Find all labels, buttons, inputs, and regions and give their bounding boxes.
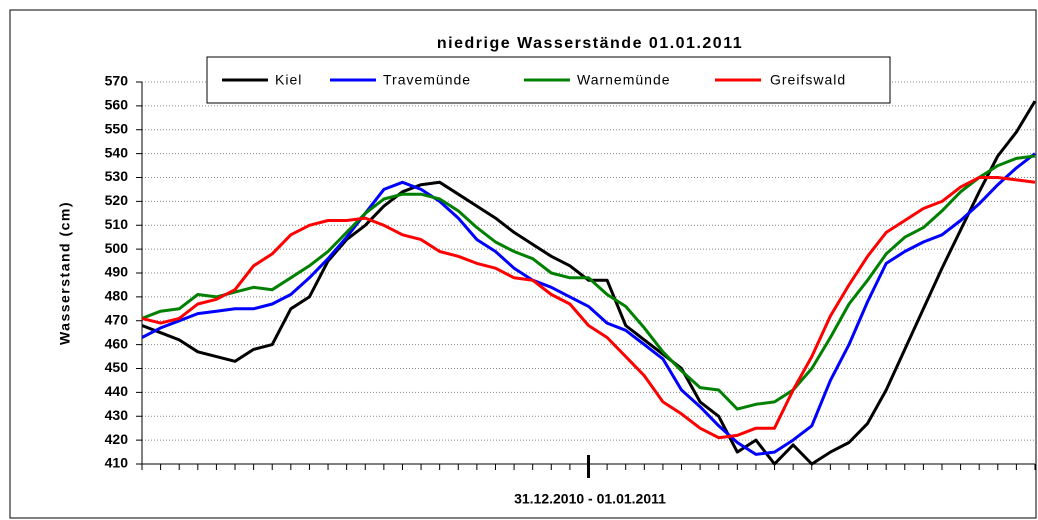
y-tick-label: 410 [105,455,129,471]
y-tick-label: 570 [105,73,129,89]
legend-label: Travemünde [383,72,471,88]
y-tick-label: 530 [105,168,129,184]
legend-label: Greifswald [770,72,846,88]
series-line [141,154,1036,411]
y-axis-label: Wasserstand (cm) [57,201,73,345]
y-tick-label: 450 [105,359,129,375]
y-tick-label: 430 [105,407,129,423]
y-tick-label: 460 [105,335,129,351]
series-line [141,152,1036,456]
y-tick-label: 510 [105,216,129,232]
series-line [141,176,1036,440]
y-tick-label: 550 [105,120,129,136]
legend-label: Warnemünde [577,72,671,88]
y-tick-label: 500 [105,240,129,256]
y-tick-label: 520 [105,192,129,208]
legend: Kiel Travemünde Warnemünde Greifswald [206,56,891,104]
legend-label: Kiel [275,72,302,88]
series-line [141,100,1037,466]
y-tick-label: 480 [105,288,129,304]
y-tick-label: 470 [105,311,129,327]
y-tick-label: 440 [105,383,129,399]
y-tick-label: 490 [105,264,129,280]
y-tick-label: 420 [105,431,129,447]
y-tick-label: 540 [105,144,129,160]
chart-title: niedrige Wasserstände 01.01.2011 [437,35,743,52]
y-tick-label: 560 [105,97,129,113]
x-axis-label: 31.12.2010 - 01.01.2011 [514,491,666,507]
